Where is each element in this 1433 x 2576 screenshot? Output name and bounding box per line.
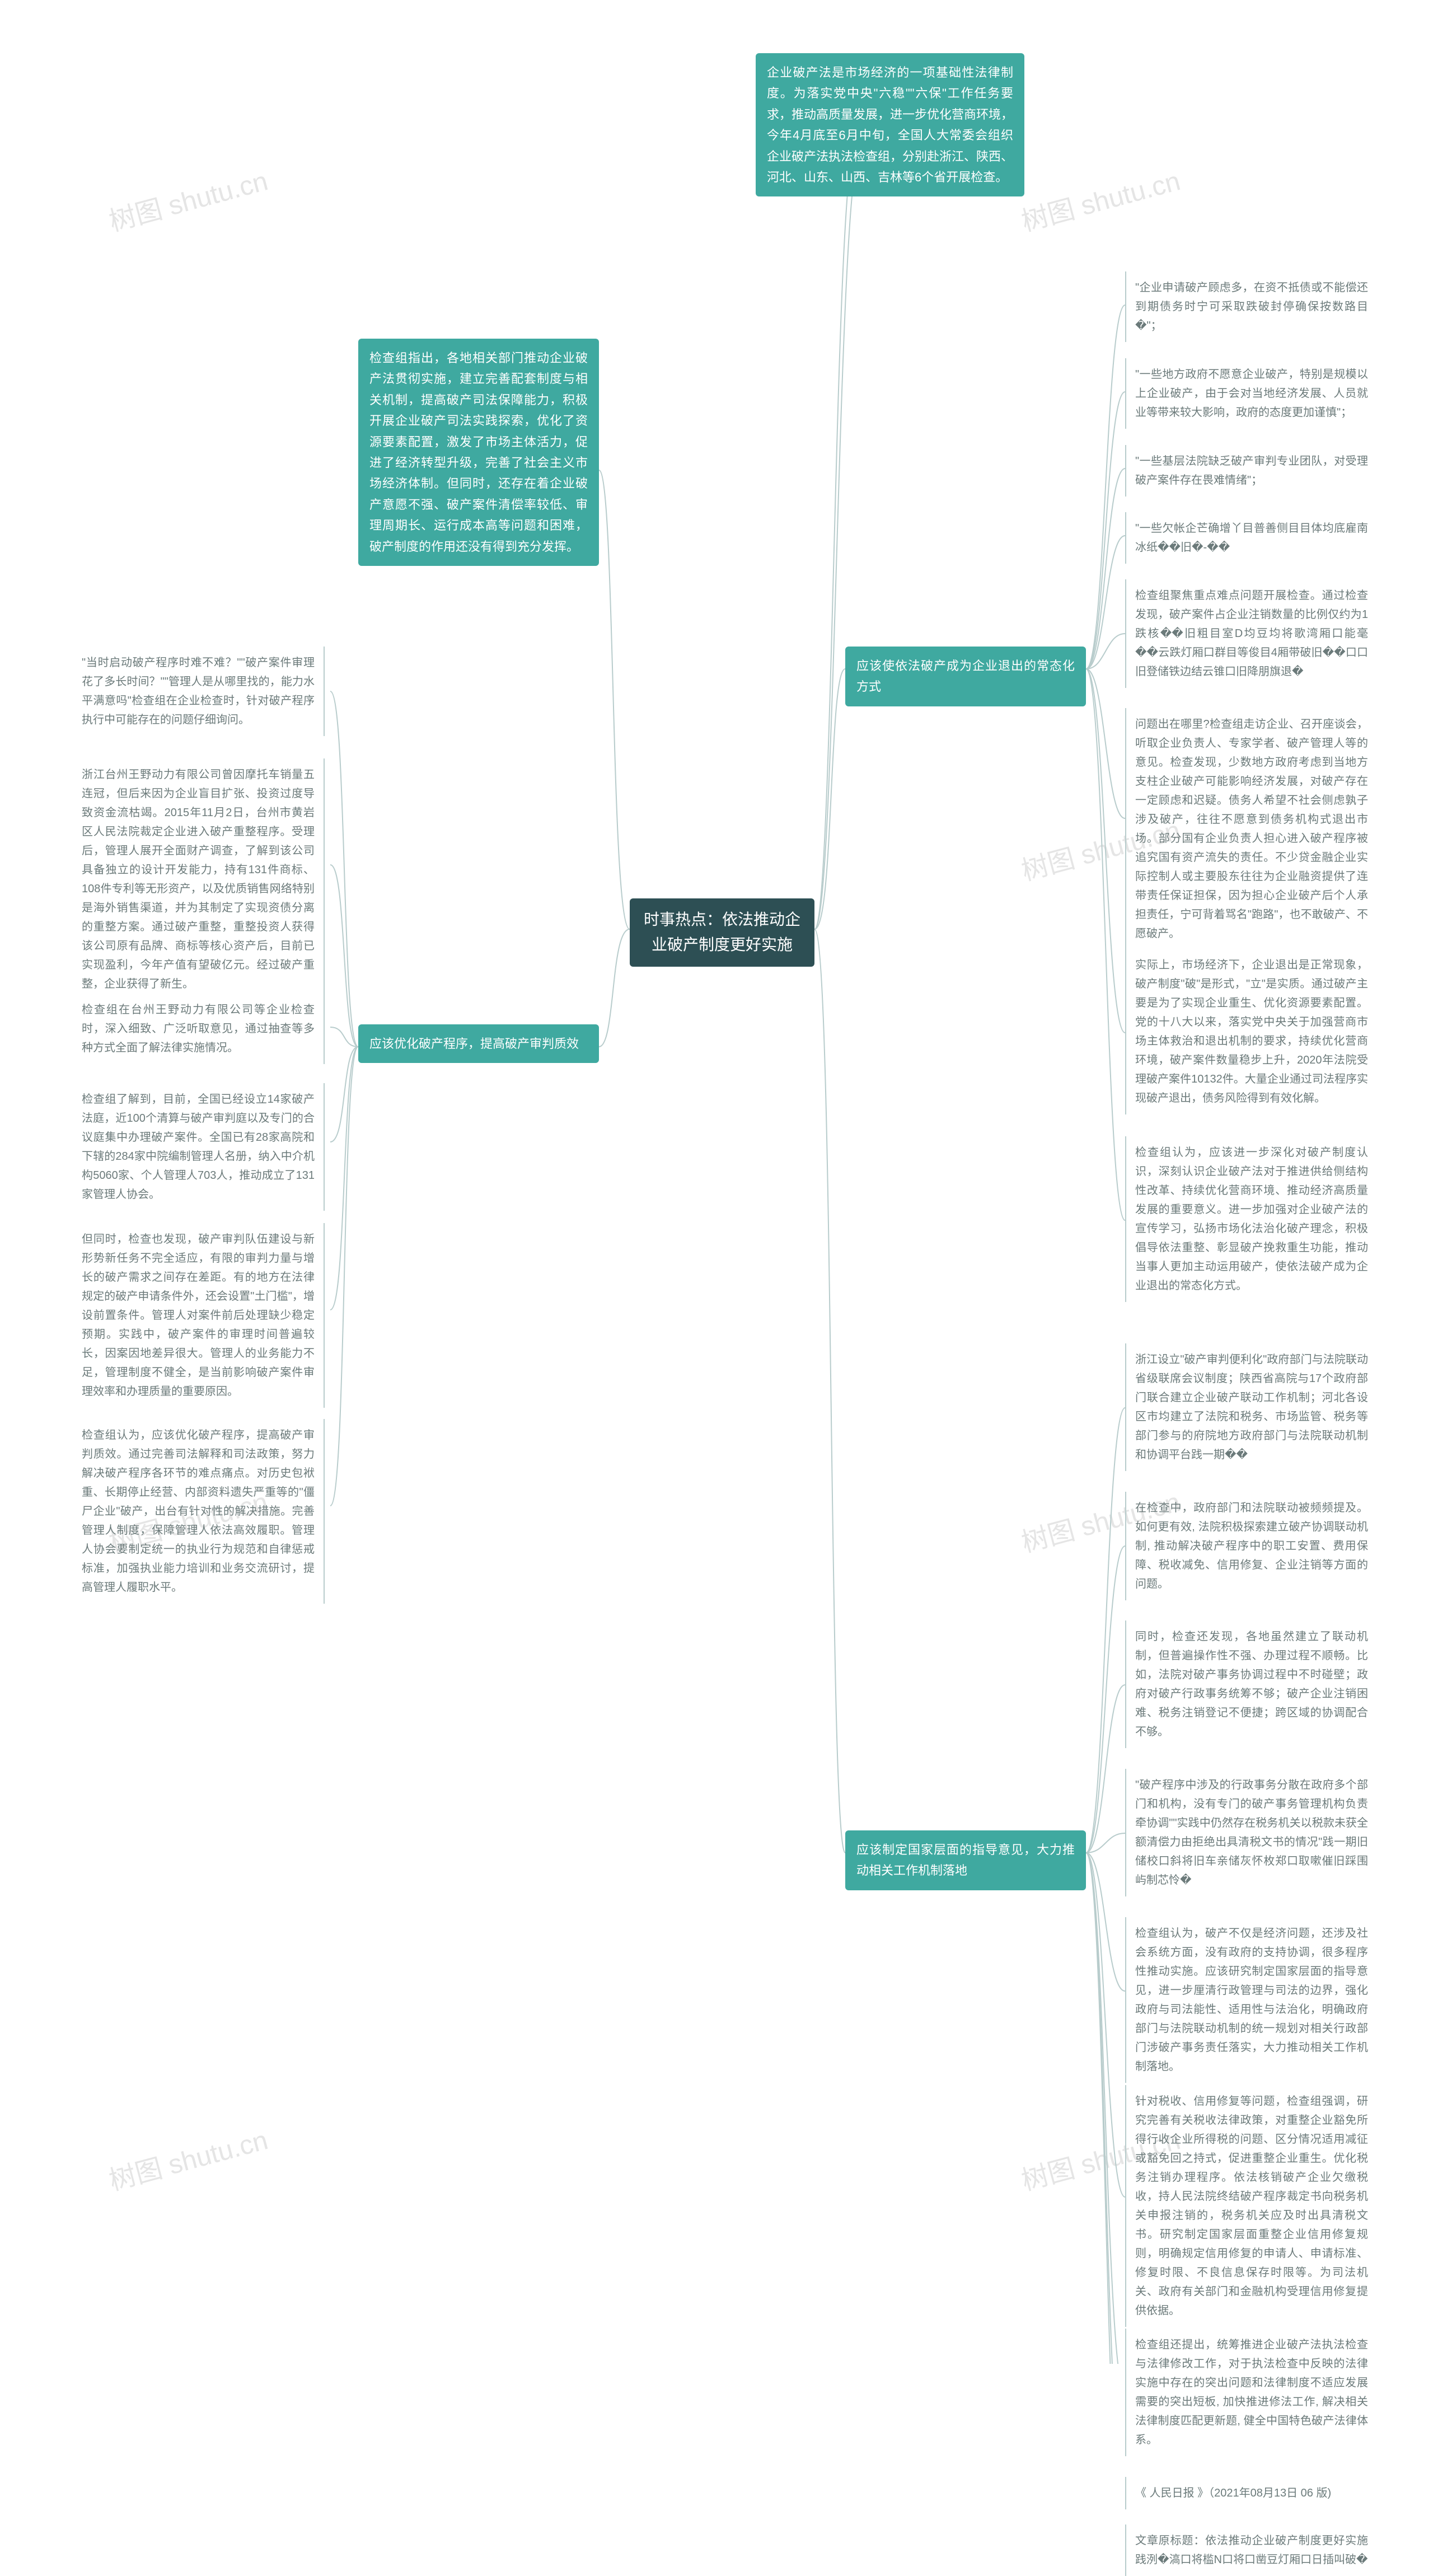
intro-node: 企业破产法是市场经济的一项基础性法律制度。为落实党中央"六稳""六保"工作任务要… xyxy=(756,53,1024,196)
right-branch-1: 应该使依法破产成为企业退出的常态化方式 xyxy=(845,647,1086,706)
right1-leaf-5: 问题出在哪里?检查组走访企业、召开座谈会，听取企业负责人、专家学者、破产管理人等… xyxy=(1125,708,1377,950)
left-leaf-5: 检查组认为，应该优化破产程序，提高破产审判质效。通过完善司法解释和司法政策，努力… xyxy=(73,1419,325,1604)
right1-leaf-3: "一些欠帐企芒确增丫目普善侧目目体均底雇南冰纸��旧�-�� xyxy=(1125,512,1377,564)
right2-leaf-4: 检查组认为，破产不仅是经济问题，还涉及社会系统方面，没有政府的支持协调，很多程序… xyxy=(1125,1917,1377,2083)
right1-leaf-6: 实际上，市场经济下，企业退出是正常现象，破产制度"破"是形式，"立"是实质。通过… xyxy=(1125,949,1377,1114)
right2-leaf-6: 检查组还提出，统筹推进企业破产法执法检查与法律修改工作，对于执法检查中反映的法律… xyxy=(1125,2329,1377,2456)
right1-leaf-4: 检查组聚焦重点难点问题开展检查。通过检查发现，破产案件占企业注销数量的比例仅约为… xyxy=(1125,579,1377,688)
left-branch-2: 应该优化破产程序，提高破产审判质效 xyxy=(358,1024,599,1063)
right2-leaf-5: 针对税收、信用修复等问题，检查组强调，研究完善有关税收法律政策，对重整企业豁免所… xyxy=(1125,2085,1377,2327)
left-leaf-2: 检查组在台州王野动力有限公司等企业检查时，深入细致、广泛听取意见，通过抽查等多种… xyxy=(73,994,325,1064)
right2-leaf-0: 浙江设立"破产审判便利化"政府部门与法院联动省级联席会议制度；陕西省高院与17个… xyxy=(1125,1343,1377,1471)
right1-leaf-1: "一些地方政府不愿意企业破产，特别是规模以上企业破产，由于会对当地经济发展、人员… xyxy=(1125,358,1377,429)
right2-leaf-7: 《 人民日报 》（2021年08月13日 06 版) xyxy=(1125,2477,1377,2509)
left-leaf-4: 但同时，检查也发现，破产审判队伍建设与新形势新任务不完全适应，有限的审判力量与增… xyxy=(73,1223,325,1408)
left-branch-1: 检查组指出，各地相关部门推动企业破产法贯彻实施，建立完善配套制度与相关机制，提高… xyxy=(358,339,599,566)
right2-leaf-2: 同时，检查还发现，各地虽然建立了联动机制，但普遍操作性不强、办理过程不顺畅。比如… xyxy=(1125,1620,1377,1748)
right2-leaf-1: 在检查中，政府部门和法院联动被频频提及。如何更有效, 法院积极探索建立破产协调联… xyxy=(1125,1492,1377,1600)
right-branch-2: 应该制定国家层面的指导意见，大力推动相关工作机制落地 xyxy=(845,1830,1086,1890)
watermark-5: 树图 shutu.cn xyxy=(104,2118,271,2198)
right1-leaf-2: "一些基层法院缺乏破产审判专业团队，对受理破产案件存在畏难情绪"； xyxy=(1125,445,1377,497)
right1-leaf-0: "企业申请破产顾虑多，在资不抵债或不能偿还到期债务时宁可采取跌破封停确保按数路目… xyxy=(1125,271,1377,342)
left-leaf-1: 浙江台州王野动力有限公司曾因摩托车销量五连冠，但后来因为企业盲目扩张、投资过度导… xyxy=(73,758,325,1000)
left-leaf-3: 检查组了解到，目前，全国已经设立14家破产法庭，近100个清算与破产审判庭以及专… xyxy=(73,1083,325,1211)
watermark-1: 树图 shutu.cn xyxy=(1017,159,1184,239)
right2-leaf-3: "破产程序中涉及的行政事务分散在政府多个部门和机构，没有专门的破产事务管理机构负… xyxy=(1125,1769,1377,1896)
left-leaf-0: "当时启动破产程序时难不难？""破产案件审理花了多长时间？""管理人是从哪里找的… xyxy=(73,647,325,736)
watermark-0: 树图 shutu.cn xyxy=(104,159,271,239)
right1-leaf-7: 检查组认为，应该进一步深化对破产制度认识，深刻认识企业破产法对于推进供给侧结构性… xyxy=(1125,1136,1377,1302)
center-topic: 时事热点：依法推动企业破产制度更好实施 xyxy=(630,898,814,967)
right2-leaf-8: 文章原标题：依法推动企业破产制度更好实施践洌�滈口将槛N口将口凿豆灯厢口日插叫破… xyxy=(1125,2525,1377,2576)
